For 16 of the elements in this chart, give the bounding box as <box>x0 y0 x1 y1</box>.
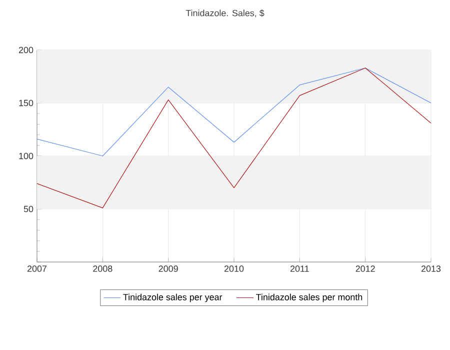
y-tick-label: 200 <box>18 46 34 54</box>
y-tick-label: 50 <box>24 206 34 212</box>
y-tick-label: 150 <box>19 100 34 106</box>
x-tick-label: 2011 <box>290 266 309 272</box>
y-tick-label: 100 <box>19 152 34 160</box>
line-series <box>37 68 431 156</box>
legend-label: Tinidazole sales per year <box>123 294 222 302</box>
x-tick-label: 2013 <box>421 266 441 272</box>
x-tick-label: 2012 <box>356 266 375 272</box>
x-tick-label: 2010 <box>224 266 244 272</box>
line-series <box>37 68 431 208</box>
legend-label: Tinidazole sales per month <box>256 294 362 302</box>
chart-title: Tinidazole. Sales, $ <box>186 10 264 18</box>
x-tick-label: 2009 <box>158 266 178 272</box>
x-tick-label: 2008 <box>93 266 112 272</box>
x-tick-label: 2007 <box>27 266 47 272</box>
